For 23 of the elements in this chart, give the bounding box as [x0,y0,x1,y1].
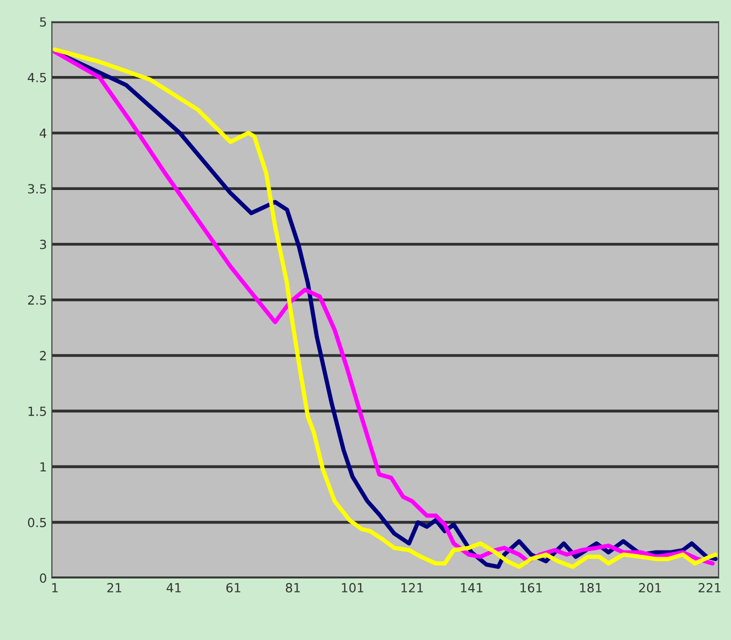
y-tick-label: 0 [40,573,46,583]
y-tick-label: 2.5 [28,295,46,305]
y-tick-label: 2 [40,350,46,360]
y-tick-label: 3 [40,240,46,250]
y-tick-label: 1.5 [28,406,46,416]
x-tick-label: 21 [107,583,122,592]
y-tick-label: 4.5 [28,73,46,82]
y-tick-label: 4 [40,128,46,138]
x-tick-label: 41 [166,583,181,592]
y-tick-label: 0.5 [28,518,46,528]
y-tick-label: 5 [40,17,46,27]
x-tick-label: 81 [286,583,300,592]
x-tick-label: 101 [342,583,364,592]
x-tick-label: 141 [460,583,482,592]
x-tick-label: 181 [580,583,602,592]
x-tick-label: 201 [639,583,661,592]
y-tick-label: 3.5 [28,184,46,194]
x-tick-label: 161 [520,583,542,592]
x-tick-label: 221 [698,583,720,592]
x-tick-label: 61 [226,583,240,592]
x-tick-label: 121 [401,583,423,592]
x-tick-label: 1 [52,583,58,592]
y-tick-label: 1 [40,462,46,472]
